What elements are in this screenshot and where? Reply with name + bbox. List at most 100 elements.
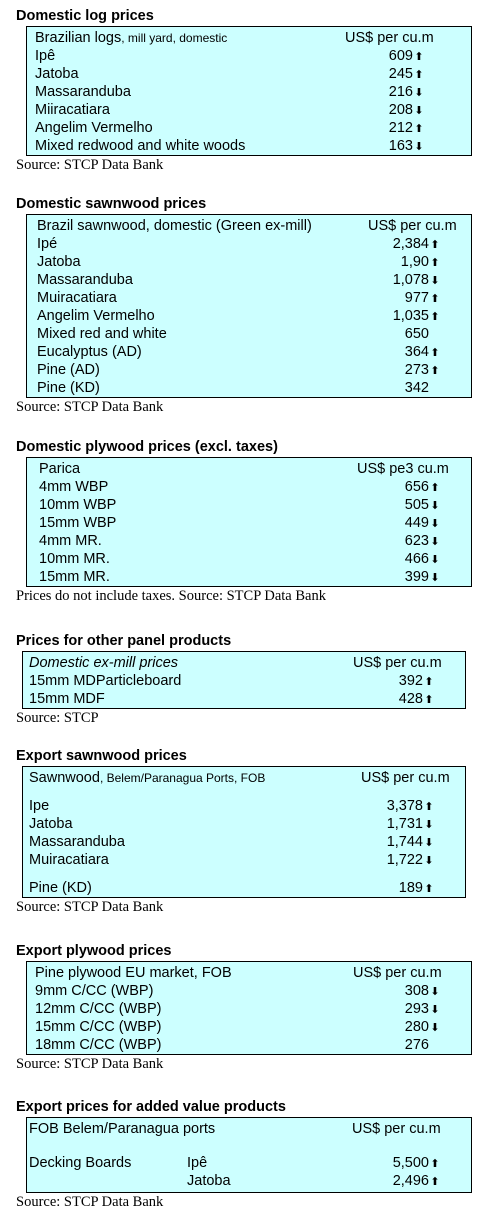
table-row: Pine (KD) 342 xyxy=(27,379,471,397)
arrow-up-icon: ⬆ xyxy=(430,239,440,251)
product-name: 4mm MR. xyxy=(39,533,102,549)
section-title: Export sawnwood prices xyxy=(16,748,187,764)
arrow-up-icon: ⬆ xyxy=(430,365,440,377)
species-name: Jatoba xyxy=(187,1173,231,1189)
source-note: Source: STCP xyxy=(16,710,99,726)
section-domestic-log-prices: Domestic log prices Brazilian logs, mill… xyxy=(16,8,476,174)
table-row: 9mm C/CC (WBP) 308⬇ xyxy=(27,982,471,1000)
table-header: Brazilian logs, mill yard, domestic US$ … xyxy=(27,29,471,47)
table-row: 15mm MDF 428⬆ xyxy=(23,690,465,708)
arrow-up-icon: ⬆ xyxy=(430,311,440,323)
species-name: Massaranduba xyxy=(37,272,133,288)
species-name: Angelim Vermelho xyxy=(37,308,155,324)
species-name: Jatoba xyxy=(37,254,81,270)
price-value: 399⬇ xyxy=(404,569,440,585)
arrow-up-icon: ⬆ xyxy=(430,1176,440,1188)
species-name: Pine (KD) xyxy=(37,380,100,396)
table-row: Ipe 3,378⬆ xyxy=(23,797,465,815)
species-name: Muiracatiara xyxy=(37,290,117,306)
table-row: Pine (AD) 273⬆ xyxy=(27,361,471,379)
price-value: 163⬇ xyxy=(388,138,424,154)
species-name: Miiracatiara xyxy=(35,102,110,118)
product-name: 15mm MR. xyxy=(39,569,110,585)
arrow-up-icon: ⬆ xyxy=(414,69,424,81)
table-row: 15mm C/CC (WBP) 280⬇ xyxy=(27,1018,471,1036)
header-label: Pine plywood EU market, FOB xyxy=(35,965,232,981)
table-row: Ipê 609⬆ xyxy=(27,47,471,65)
table-row: Massaranduba 216⬇ xyxy=(27,83,471,101)
section-export-plywood-prices: Export plywood prices Pine plywood EU ma… xyxy=(16,943,476,1073)
price-table: Brazil sawnwood, domestic (Green ex-mill… xyxy=(26,214,472,398)
price-value: 3,378⬆ xyxy=(386,798,434,814)
price-value: 449⬇ xyxy=(404,515,440,531)
arrow-up-icon: ⬆ xyxy=(414,51,424,63)
price-value: 208⬇ xyxy=(388,102,424,118)
price-value: 245⬆ xyxy=(388,66,424,82)
species-name: Eucalyptus (AD) xyxy=(37,344,142,360)
arrow-up-icon: ⬆ xyxy=(424,801,434,813)
source-note: Source: STCP Data Bank xyxy=(16,1056,164,1072)
arrow-down-icon: ⬇ xyxy=(430,986,440,998)
arrow-down-icon: ⬇ xyxy=(430,500,440,512)
table-header: Brazil sawnwood, domestic (Green ex-mill… xyxy=(27,217,471,235)
species-name: Massaranduba xyxy=(29,834,125,850)
arrow-up-icon: ⬆ xyxy=(430,1158,440,1170)
arrow-up-icon: ⬆ xyxy=(424,883,434,895)
arrow-down-icon: ⬇ xyxy=(430,275,440,287)
species-name: Jatoba xyxy=(35,66,79,82)
product-name: 15mm MDParticleboard xyxy=(29,673,182,689)
header-label: Parica xyxy=(39,461,81,477)
table-row: Pine (KD) 189⬆ xyxy=(23,879,465,897)
header-unit: US$ per cu.m xyxy=(361,770,450,786)
price-value: 650 xyxy=(404,326,429,342)
species-name: Jatoba xyxy=(29,816,73,832)
table-row: Ipé 2,384⬆ xyxy=(27,235,471,253)
source-note: Prices do not include taxes. Source: STC… xyxy=(16,588,326,604)
price-value: 392⬆ xyxy=(398,673,434,689)
arrow-down-icon: ⬇ xyxy=(424,837,434,849)
table-header: Sawnwood, Belem/Paranagua Ports, FOB US$… xyxy=(23,769,465,787)
price-value: 273⬆ xyxy=(404,362,440,378)
arrow-up-icon: ⬆ xyxy=(430,293,440,305)
header-label: Sawnwood, Belem/Paranagua Ports, FOB xyxy=(29,770,266,786)
table-row: Decking Boards Ipê 5,500⬆ xyxy=(27,1154,471,1172)
price-value: 505⬇ xyxy=(404,497,440,513)
price-value: 656⬆ xyxy=(404,479,440,495)
table-row: 15mm MR. 399⬇ xyxy=(27,568,471,586)
table-row: 10mm WBP 505⬇ xyxy=(27,496,471,514)
table-row: 10mm MR. 466⬇ xyxy=(27,550,471,568)
table-row: Jatoba 1,731⬇ xyxy=(23,815,465,833)
source-note: Source: STCP Data Bank xyxy=(16,157,164,173)
section-domestic-sawnwood-prices: Domestic sawnwood prices Brazil sawnwood… xyxy=(16,196,476,416)
table-row: Miiracatiara 208⬇ xyxy=(27,101,471,119)
price-value: 428⬆ xyxy=(398,691,434,707)
price-value: 1,731⬇ xyxy=(386,816,434,832)
table-header: Pine plywood EU market, FOB US$ per cu.m xyxy=(27,964,471,982)
price-table: Parica US$ pe3 cu.m 4mm WBP 656⬆ 10mm WB… xyxy=(26,457,472,587)
arrow-down-icon: ⬇ xyxy=(430,554,440,566)
section-title: Domestic log prices xyxy=(16,8,154,24)
section-title: Export prices for added value products xyxy=(16,1099,286,1115)
table-row: Jatoba 245⬆ xyxy=(27,65,471,83)
header-unit: US$ per cu.m xyxy=(345,30,434,46)
arrow-down-icon: ⬇ xyxy=(430,536,440,548)
table-row: Massaranduba 1,078⬇ xyxy=(27,271,471,289)
arrow-down-icon: ⬇ xyxy=(430,572,440,584)
price-value: 1,744⬇ xyxy=(386,834,434,850)
product-name: 15mm MDF xyxy=(29,691,105,707)
price-value: 276 xyxy=(404,1037,429,1053)
header-label: Domestic ex-mill prices xyxy=(29,655,179,671)
table-row: 15mm WBP 449⬇ xyxy=(27,514,471,532)
header-unit: US$ per cu.m xyxy=(353,965,442,981)
species-name: Massaranduba xyxy=(35,84,131,100)
section-export-added-value-prices: Export prices for added value products F… xyxy=(16,1099,476,1211)
table-row: Mixed redwood and white woods 163⬇ xyxy=(27,137,471,155)
header-label: FOB Belem/Paranagua ports xyxy=(29,1121,216,1137)
table-header: Domestic ex-mill prices US$ per cu.m xyxy=(23,654,465,672)
product-name: 10mm MR. xyxy=(39,551,110,567)
arrow-up-icon: ⬆ xyxy=(414,123,424,135)
product-name: 12mm C/CC (WBP) xyxy=(35,1001,162,1017)
table-header: FOB Belem/Paranagua ports US$ per cu.m xyxy=(27,1120,471,1138)
section-title: Domestic plywood prices (excl. taxes) xyxy=(16,439,278,455)
table-row: Massaranduba 1,744⬇ xyxy=(23,833,465,851)
